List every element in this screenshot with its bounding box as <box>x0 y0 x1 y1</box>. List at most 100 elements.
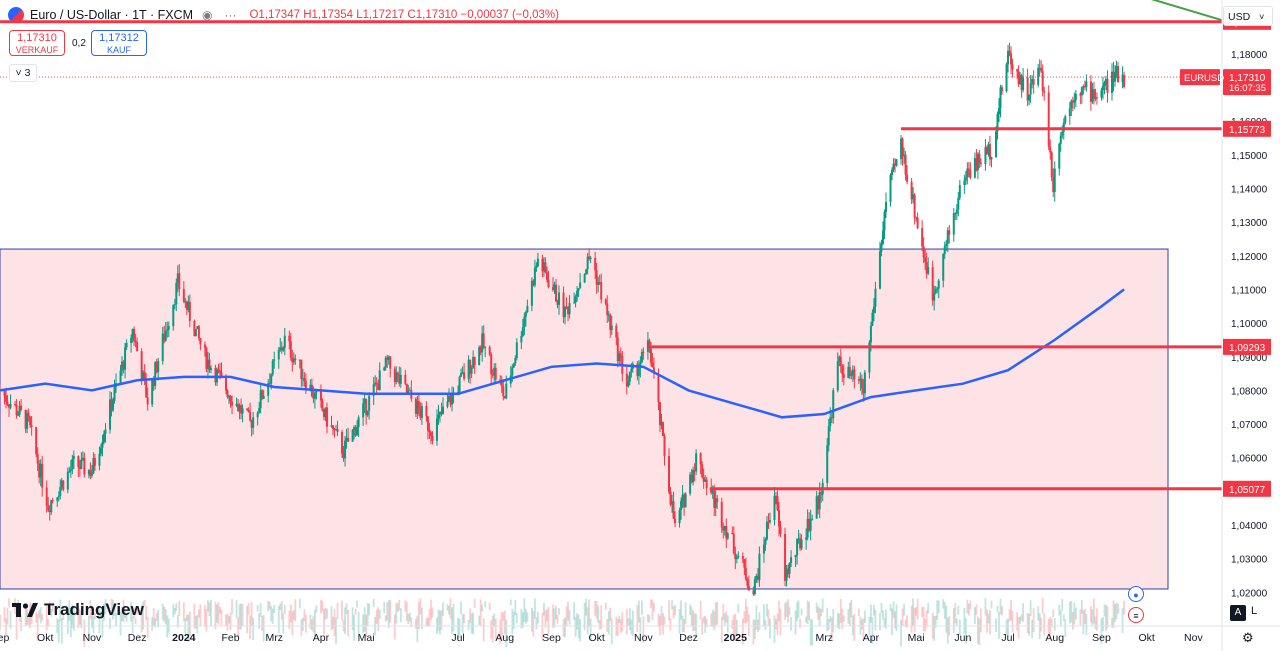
eye-icon[interactable]: ◉ <box>202 8 213 22</box>
currency-selector[interactable]: USD ˅ <box>1223 6 1273 26</box>
candle-body <box>937 280 940 289</box>
candle-body <box>978 153 981 163</box>
us-event-icon[interactable]: ≡ <box>1128 607 1144 623</box>
candle-body <box>122 361 125 370</box>
candle-body <box>912 194 915 200</box>
volume-bar <box>362 614 365 634</box>
volume-bar <box>463 613 465 624</box>
volume-bar <box>321 600 324 612</box>
candle-body <box>172 304 175 327</box>
candle-body <box>173 304 176 306</box>
candle-body <box>857 379 860 381</box>
countdown-label: 16:07:35 <box>1229 83 1266 94</box>
volume-bar <box>969 600 972 610</box>
candle-body <box>787 568 790 574</box>
volume-bar <box>314 609 316 638</box>
volume-bar <box>164 609 167 625</box>
candle-body <box>166 329 169 331</box>
volume-bar <box>354 608 357 616</box>
candle-body <box>368 395 371 411</box>
y-tick-label: 1,04000 <box>1231 521 1268 532</box>
candle-body <box>841 366 844 375</box>
candle-body <box>20 405 23 410</box>
volume-bar <box>535 617 538 630</box>
volume-bar <box>473 598 476 609</box>
candle-body <box>948 230 951 235</box>
volume-bar <box>879 613 881 631</box>
volume-bar <box>252 617 255 641</box>
eu-event-icon[interactable]: ● <box>1128 586 1144 602</box>
candle-body <box>102 433 105 443</box>
volume-bar <box>779 608 782 636</box>
volume-bar <box>1106 606 1109 629</box>
candle-body <box>963 180 966 185</box>
volume-bar <box>493 613 496 627</box>
sell-button[interactable]: 1,17310 VERKAUF <box>9 30 65 56</box>
volume-bar <box>437 609 440 632</box>
current-price-box <box>1223 69 1271 96</box>
candle-body <box>365 398 368 416</box>
candle-body <box>943 245 946 255</box>
volume-bar <box>753 619 756 640</box>
candle-body <box>661 422 664 437</box>
volume-bar <box>72 606 75 631</box>
buy-button[interactable]: 1,17312 KAUF <box>91 30 147 56</box>
volume-bar <box>512 611 515 630</box>
candle-body <box>324 407 327 417</box>
candle-body <box>325 407 328 427</box>
volume-bar <box>842 615 845 622</box>
candle-body <box>541 258 544 272</box>
volume-bar <box>249 615 252 639</box>
volume-bar <box>482 618 485 642</box>
candle-body <box>289 341 292 358</box>
volume-bar <box>161 603 164 620</box>
volume-bar <box>1061 598 1064 611</box>
candle-body <box>942 254 945 281</box>
volume-bar <box>995 618 997 632</box>
candle-body <box>235 403 238 406</box>
volume-bar <box>741 618 744 645</box>
volume-bar <box>1094 616 1097 629</box>
volume-bar <box>702 616 705 624</box>
candle-body <box>470 367 473 374</box>
candle-body <box>18 405 21 415</box>
volume-bar <box>375 609 378 624</box>
volume-bar <box>420 607 423 630</box>
volume-bar <box>925 610 928 628</box>
candle-body <box>1040 67 1043 72</box>
auto-scale-button[interactable]: A <box>1230 605 1246 621</box>
candle-body <box>1029 83 1032 95</box>
candle-body <box>1101 85 1104 91</box>
level-label: 1,09293 <box>1229 343 1266 354</box>
volume-bar <box>399 608 402 623</box>
volume-bar <box>514 600 517 616</box>
symbol-title[interactable]: Euro / US-Dollar · 1T · FXCM <box>30 8 193 22</box>
candle-body <box>927 267 930 274</box>
volume-bar <box>396 602 399 612</box>
indicators-toggle[interactable]: ˅ 3 <box>9 64 37 82</box>
log-scale-button[interactable]: L <box>1251 605 1258 617</box>
candle-body <box>806 518 809 538</box>
settings-icon[interactable]: ⚙ <box>1242 630 1254 645</box>
y-tick-label: 1,11000 <box>1231 285 1267 296</box>
volume-bar <box>984 598 987 616</box>
candle-body <box>113 386 116 401</box>
volume-bar <box>913 608 916 632</box>
candle-body <box>784 533 787 581</box>
level-label-box <box>1223 338 1271 355</box>
volume-bar <box>262 614 265 642</box>
more-options-icon[interactable]: ··· <box>224 8 237 22</box>
volume-bar <box>954 602 957 624</box>
candle-body <box>503 396 506 399</box>
candle-body <box>50 500 53 513</box>
volume-bar <box>478 615 481 625</box>
volume-bar <box>610 618 613 645</box>
volume-bar <box>547 607 550 635</box>
candle-body <box>288 335 291 342</box>
candle-body <box>60 480 63 487</box>
candle-body <box>469 359 472 374</box>
volume-bar <box>1011 610 1014 633</box>
candle-body <box>3 390 6 396</box>
volume-bar <box>839 598 842 623</box>
